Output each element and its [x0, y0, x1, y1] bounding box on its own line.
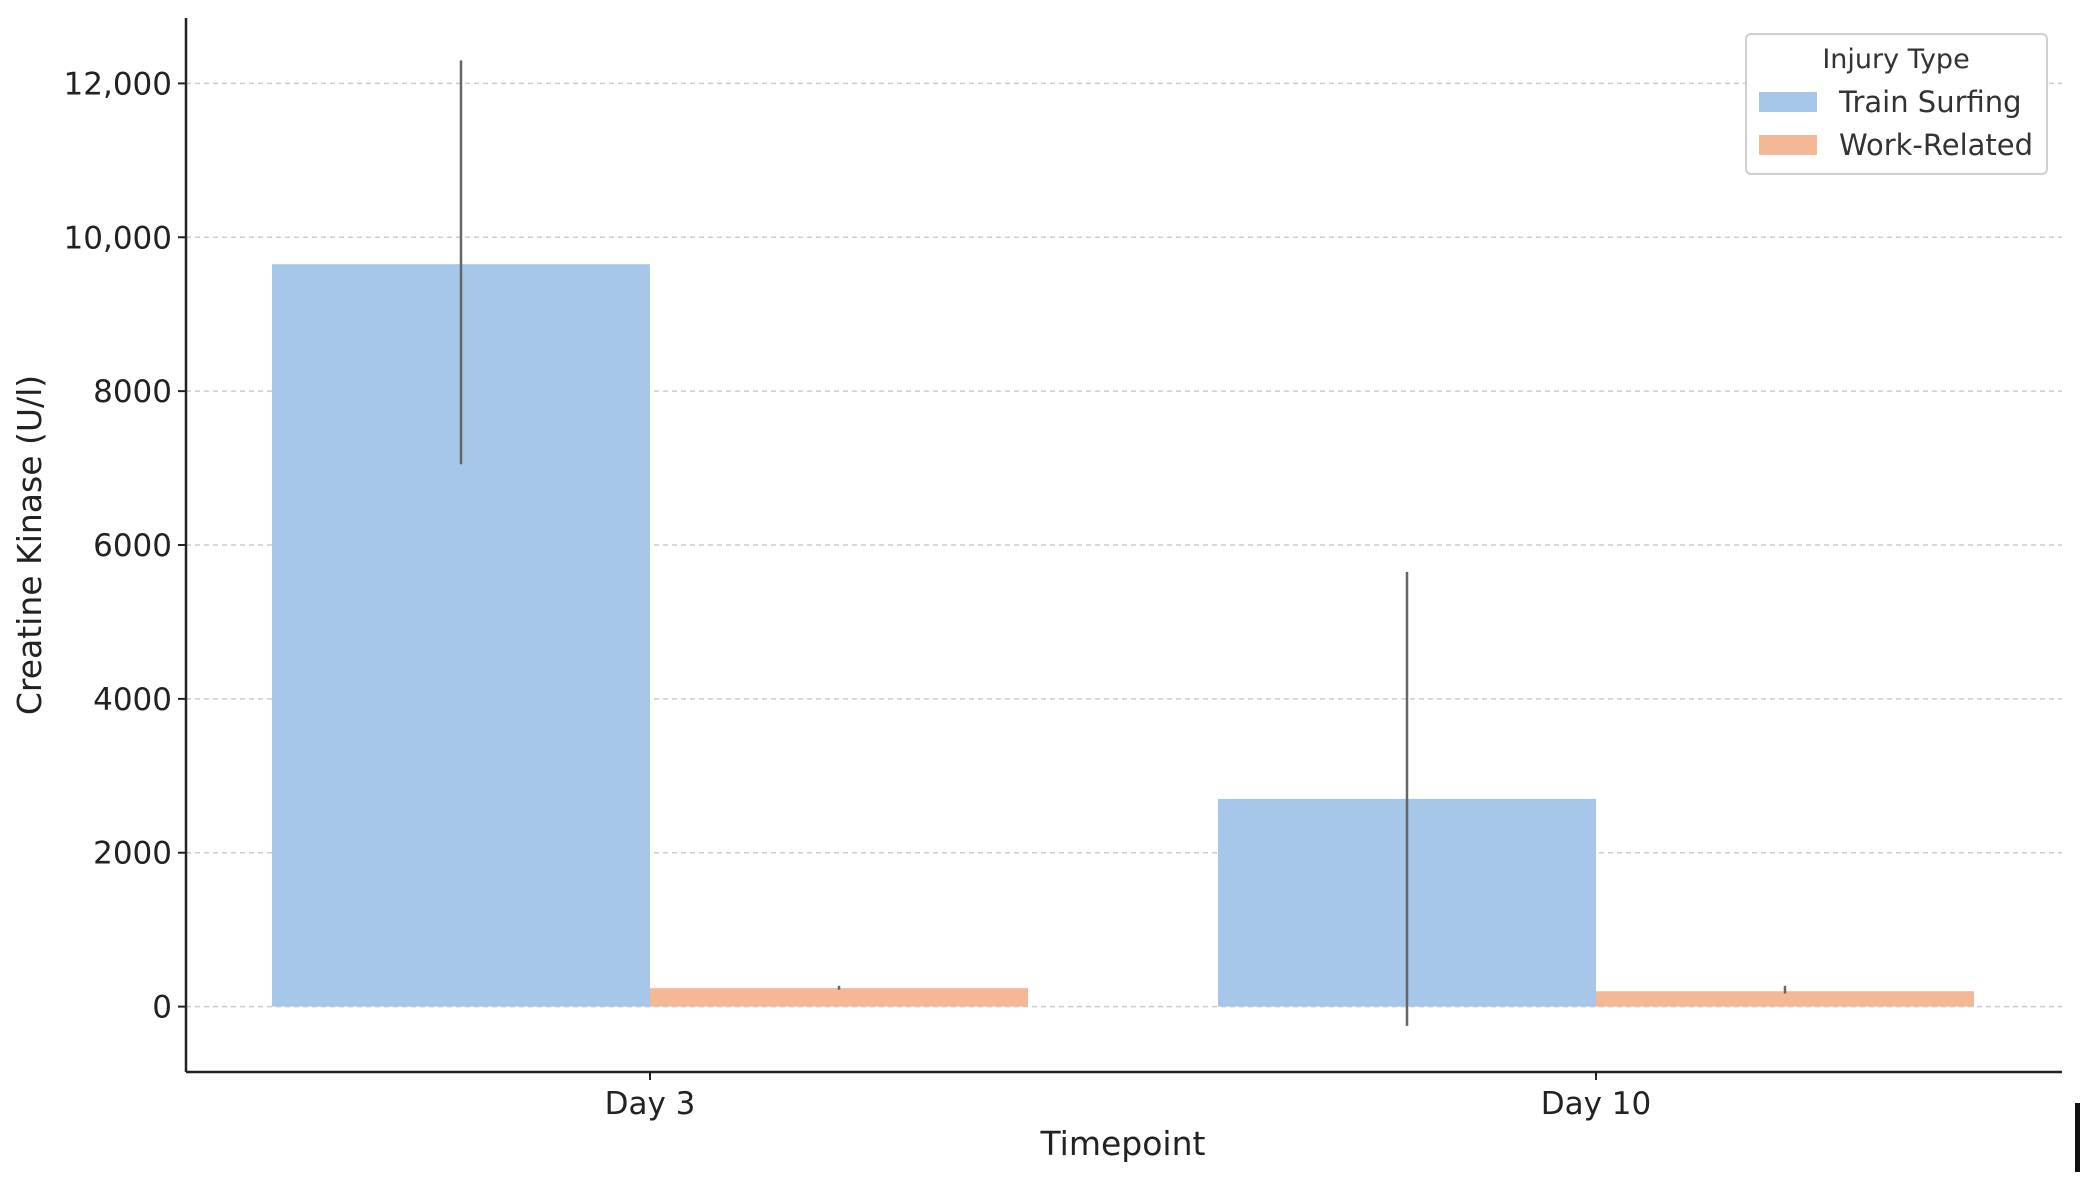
legend-label-train-surfing: Train Surfing [1838, 85, 2022, 119]
error-bars [459, 60, 1787, 1026]
y-tick-label: 4000 [93, 682, 172, 718]
legend-title: Injury Type [1822, 44, 1969, 75]
legend-label-work-related: Work-Related [1839, 128, 2033, 162]
y-tick-label: 6000 [93, 528, 172, 564]
legend-box [1745, 33, 2048, 175]
corner-mark [2075, 1103, 2080, 1172]
y-tick-label: 8000 [93, 374, 172, 410]
y-ticks: 0 2000 4000 6000 8000 10,000 12,000 [64, 66, 186, 1026]
legend-swatch-train-surfing [1759, 92, 1817, 112]
grid-lines [186, 82, 2062, 1008]
bars [272, 264, 1974, 1007]
y-tick-label: 0 [152, 990, 172, 1026]
x-ticks: Day 3 Day 10 [605, 1072, 1652, 1122]
x-tick-label: Day 3 [605, 1086, 696, 1122]
y-tick-label: 12,000 [64, 66, 172, 102]
legend: Injury Type Train Surfing Work-Related [1745, 33, 2048, 175]
y-tick-label: 2000 [93, 836, 172, 872]
y-tick-label: 10,000 [64, 220, 172, 256]
y-axis-label: Creatine Kinase (U/l) [10, 375, 49, 715]
bar-work-related-day-3 [650, 988, 1028, 1007]
bar-work-related-day-10 [1596, 991, 1974, 1007]
legend-swatch-work-related [1759, 135, 1817, 155]
x-tick-label: Day 10 [1541, 1086, 1652, 1122]
x-axis-label: Timepoint [1040, 1124, 1206, 1163]
